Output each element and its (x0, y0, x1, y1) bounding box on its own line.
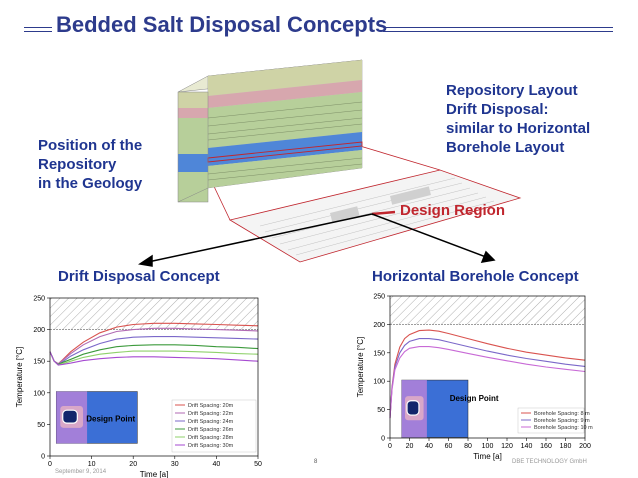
drift-concept-title: Drift Disposal Concept (58, 268, 220, 285)
title-rule-left (24, 27, 52, 32)
design-point-label: Design Point (450, 394, 499, 403)
concept-arrows (138, 213, 496, 267)
x-tick-label: 20 (129, 461, 137, 468)
series-line-4 (49, 344, 259, 366)
inset-drift-shape (62, 409, 78, 424)
layout-line-3: similar to Horizontal (446, 120, 591, 137)
x-tick-label: 120 (501, 443, 513, 450)
x-tick-label: 10 (88, 461, 96, 468)
layout-line-2: Drift Disposal: (446, 101, 549, 118)
x-tick-label: 50 (254, 461, 262, 468)
slide-title-row: Bedded Salt Disposal Concepts (0, 10, 638, 44)
y-tick-label: 150 (33, 359, 45, 366)
y-tick-label: 250 (33, 296, 45, 303)
x-axis-label: Time [a] (140, 470, 169, 478)
projection-line-right (359, 145, 441, 171)
position-line-3: in the Geology (38, 175, 143, 192)
y-tick-label: 150 (373, 350, 385, 357)
position-line-1: Position of the (38, 137, 143, 154)
position-line-2: Repository (38, 156, 117, 173)
x-tick-label: 40 (425, 443, 433, 450)
y-axis-label: Temperature [°C] (15, 347, 24, 408)
y-axis-label: Temperature [°C] (356, 337, 365, 398)
legend-entry: Drift Spacing: 30m (188, 443, 234, 449)
layer-green (178, 118, 208, 154)
legend-entry: Drift Spacing: 20m (188, 403, 234, 409)
design-region-arrow (371, 210, 396, 216)
footer-date: September 9, 2014 (55, 469, 107, 475)
y-tick-label: 200 (373, 322, 385, 329)
x-tick-label: 200 (579, 443, 591, 450)
series-line-2 (389, 338, 586, 419)
x-tick-label: 60 (445, 443, 453, 450)
legend-entry: Drift Spacing: 22m (188, 411, 234, 417)
legend-entry: Drift Spacing: 24m (188, 419, 234, 425)
title-rule-right (383, 27, 613, 32)
x-tick-label: 0 (388, 443, 392, 450)
y-tick-label: 100 (373, 379, 385, 386)
page-number: 8 (314, 459, 318, 465)
series-line-3 (389, 346, 586, 419)
x-tick-label: 0 (48, 461, 52, 468)
design-point-label: Design Point (86, 415, 135, 424)
layout-line-4: Borehole Layout (446, 139, 565, 156)
borehole-temperature-chart: Design Point 0 20 40 60 80 100 120 140 160 180 200 0… (356, 294, 593, 462)
layout-text: Repository Layout Drift Disposal: simila… (446, 81, 590, 157)
design-region-label: Design Region (400, 202, 506, 219)
borehole-concept-title: Horizontal Borehole Concept (372, 268, 579, 285)
x-tick-label: 160 (540, 443, 552, 450)
y-tick-label: 0 (41, 454, 45, 461)
limit-hatched-zone (390, 296, 585, 325)
x-axis-label: Time [a] (473, 452, 502, 461)
x-tick-label: 30 (171, 461, 179, 468)
x-tick-label: 100 (482, 443, 494, 450)
plot-frame (49, 297, 259, 457)
x-tick-label: 40 (213, 461, 221, 468)
repository-layout-panels (329, 186, 431, 223)
series-line-6 (49, 351, 259, 366)
layout-line-1: Repository Layout (446, 82, 578, 99)
legend-entry: Drift Spacing: 28m (188, 435, 234, 441)
legend-entry: Borehole Spacing: 10 m (534, 425, 593, 431)
legend-entry: Drift Spacing: 26m (188, 427, 234, 433)
series-line-1 (389, 329, 586, 419)
x-tick-label: 80 (464, 443, 472, 450)
layer-salt (178, 154, 208, 172)
layer-red (178, 108, 208, 118)
drift-temperature-chart: Design Point 0 10 20 30 40 50 0 50 100 150 200 250 Ti… (15, 296, 262, 478)
y-tick-label: 0 (381, 436, 385, 443)
footer-company: DBE TECHNOLOGY GmbH (512, 459, 587, 465)
y-tick-label: 50 (377, 407, 385, 414)
geology-strata-lines (207, 101, 363, 181)
legend-box (171, 399, 257, 453)
y-tick-label: 100 (33, 390, 45, 397)
slide-title: Bedded Salt Disposal Concepts (56, 12, 388, 37)
position-text: Position of the Repository in the Geolog… (38, 136, 142, 193)
repository-layout-plane (228, 169, 522, 263)
y-tick-label: 50 (37, 422, 45, 429)
layer-cap (178, 92, 208, 108)
series-line-2 (49, 327, 259, 365)
repository-layout-drifts (259, 177, 495, 256)
legend-entry: Borehole Spacing: 8 m (534, 411, 590, 417)
inset-drift-shape (406, 400, 420, 416)
legend-entry: Borehole Spacing: 9 m (534, 418, 590, 424)
x-tick-label: 140 (521, 443, 533, 450)
layer-green-lower (178, 172, 208, 202)
y-tick-label: 250 (373, 294, 385, 301)
y-tick-label: 200 (33, 327, 45, 334)
x-tick-label: 20 (406, 443, 414, 450)
x-tick-label: 180 (560, 443, 572, 450)
